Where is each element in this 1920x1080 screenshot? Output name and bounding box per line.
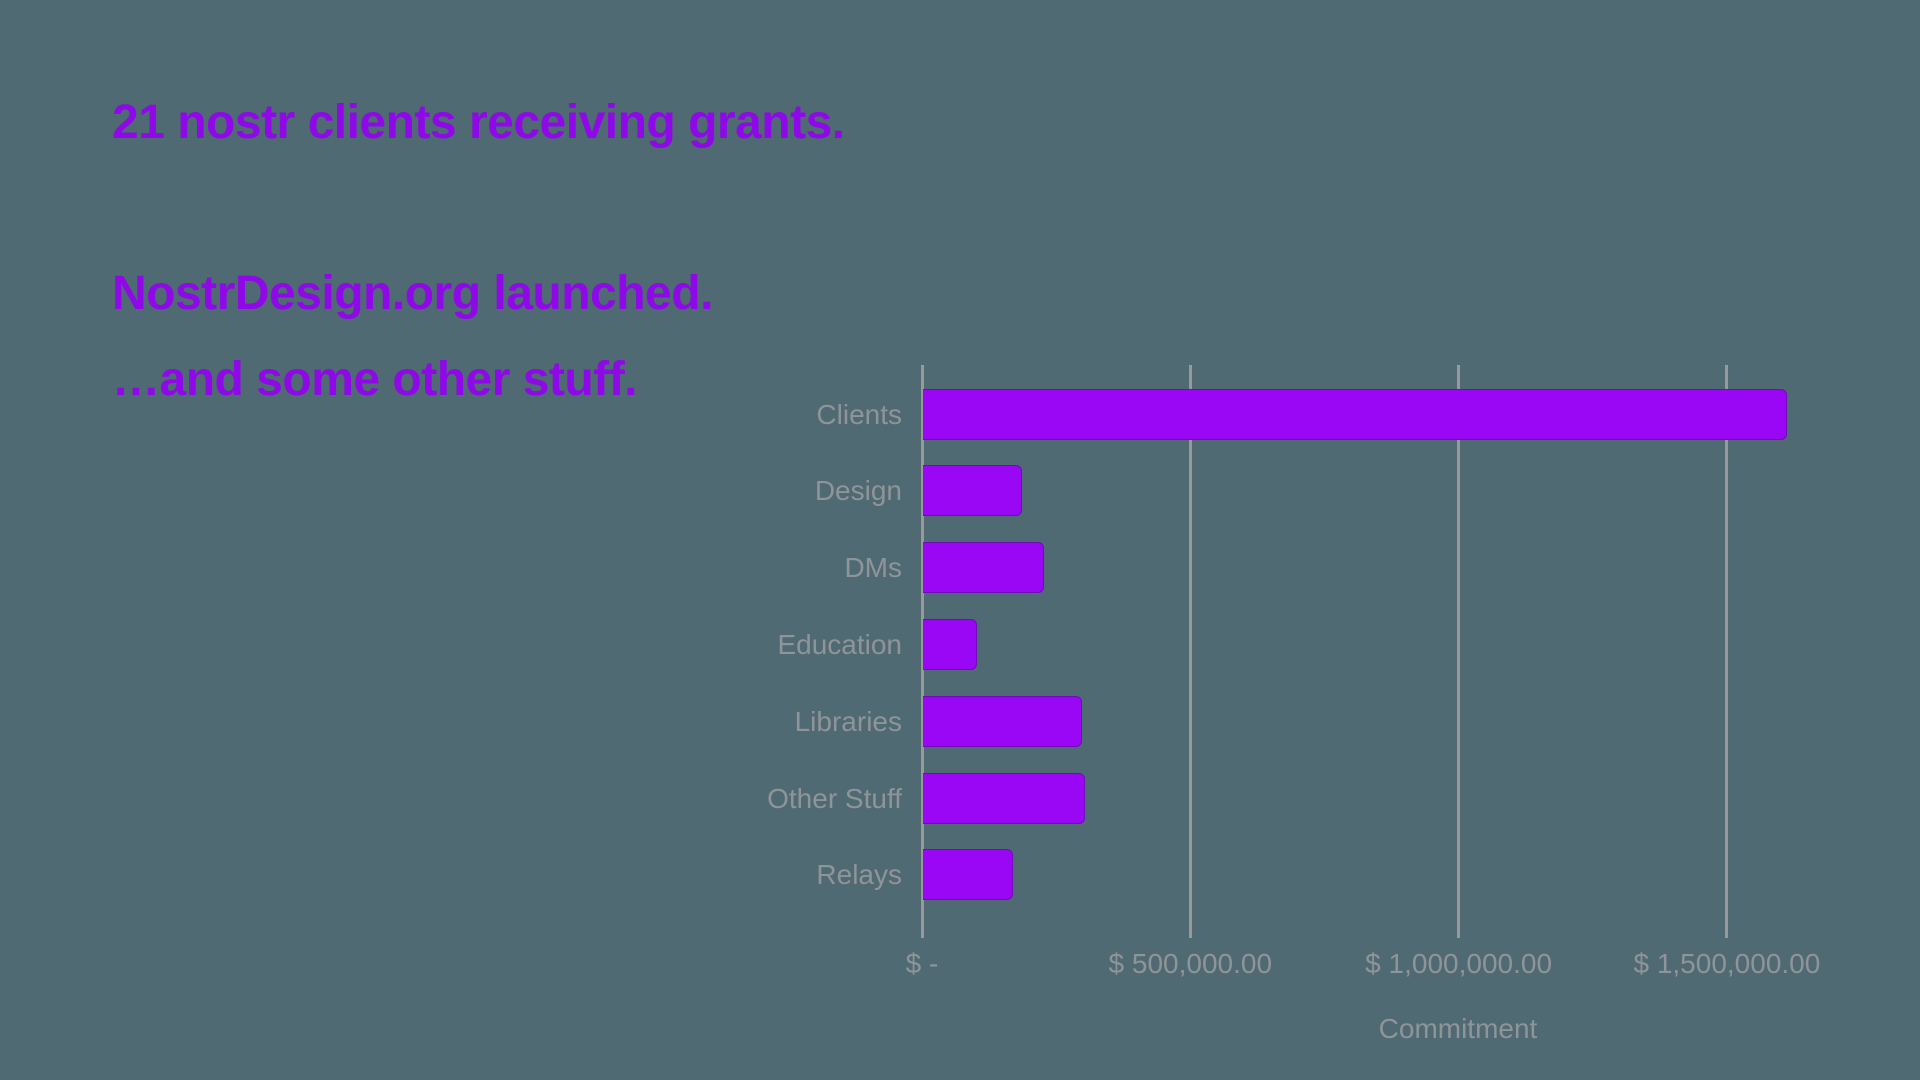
bar-other-stuff (923, 772, 1085, 824)
bar-design (923, 465, 1023, 517)
bar-clients (923, 388, 1787, 440)
bar-education (923, 618, 977, 670)
x-tick-label: $ 500,000.00 (1108, 948, 1273, 979)
commitment-bar-chart: Commitment $ - $ 500,000.00 $ 1,000,000.00… (767, 365, 1820, 1044)
y-category-label-dms: DMs (844, 552, 902, 584)
bar-libraries (923, 695, 1083, 747)
y-category-label-clients: Clients (816, 398, 902, 430)
x-tick-label: $ - (905, 948, 939, 979)
y-category-label-libraries: Libraries (794, 705, 902, 737)
y-category-label-design: Design (814, 475, 902, 507)
x-tick-label: $ 1,500,000.00 (1633, 948, 1821, 979)
headline-nostrdesign: NostrDesign.org launched. (112, 267, 713, 320)
bar-dms (923, 542, 1044, 594)
bar-relays (923, 849, 1014, 901)
y-category-label-relays: Relays (816, 859, 902, 891)
y-category-label-education: Education (777, 628, 902, 660)
x-gridline (1725, 365, 1729, 938)
headline-grants: 21 nostr clients receiving grants. (112, 96, 845, 149)
y-category-label-other-stuff: Other Stuff (767, 782, 902, 814)
x-tick-label: $ 1,000,000.00 (1365, 948, 1553, 979)
x-gridline (1457, 365, 1461, 938)
x-gridline (1188, 365, 1192, 938)
x-axis-title: Commitment (1378, 1013, 1538, 1044)
headline-other-stuff: …and some other stuff. (112, 353, 638, 406)
y-axis-line (920, 365, 924, 938)
